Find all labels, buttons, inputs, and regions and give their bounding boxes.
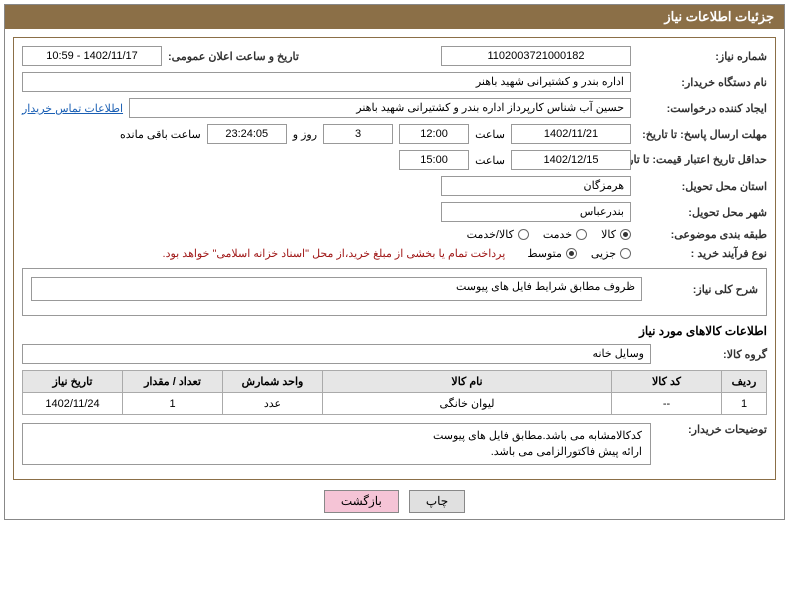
table-row: 1 -- لیوان خانگی عدد 1 1402/11/24: [23, 393, 767, 415]
hour-label-2: ساعت: [475, 154, 505, 167]
table-header-row: ردیف کد کالا نام کالا واحد شمارش تعداد /…: [23, 371, 767, 393]
buyer-org-label: نام دستگاه خریدار:: [637, 76, 767, 89]
buyer-contact-link[interactable]: اطلاعات تماس خریدار: [22, 102, 123, 115]
payment-note: پرداخت تمام یا بخشی از مبلغ خرید،از محل …: [163, 247, 506, 260]
announce-date-field: 1402/11/17 - 10:59: [22, 46, 162, 66]
back-button[interactable]: بازگشت: [324, 490, 399, 513]
reply-deadline-time-field: 12:00: [399, 124, 469, 144]
city-field: بندرعباس: [441, 202, 631, 222]
button-row: چاپ بازگشت: [5, 490, 784, 513]
radio-jozei-label: جزیی: [591, 247, 616, 260]
min-validity-label: حداقل تاریخ اعتبار قیمت: تا تاریخ:: [637, 154, 767, 167]
cell-date: 1402/11/24: [23, 393, 123, 415]
category-radio-group: کالا خدمت کالا/خدمت: [467, 228, 631, 241]
days-count-field: 3: [323, 124, 393, 144]
details-panel: شماره نیاز: 1102003721000182 تاریخ و ساع…: [13, 37, 776, 480]
announce-date-label: تاریخ و ساعت اعلان عمومی:: [168, 50, 299, 63]
cell-code: --: [612, 393, 722, 415]
requester-label: ایجاد کننده درخواست:: [637, 102, 767, 115]
th-unit: واحد شمارش: [223, 371, 323, 393]
radio-motavaset[interactable]: متوسط: [527, 247, 577, 260]
cell-qty: 1: [123, 393, 223, 415]
th-name: نام کالا: [323, 371, 612, 393]
min-validity-date-field: 1402/12/15: [511, 150, 631, 170]
buyer-org-field: اداره بندر و کشتیرانی شهید باهنر: [22, 72, 631, 92]
radio-khedmat-label: خدمت: [543, 228, 572, 241]
time-remaining-field: 23:24:05: [207, 124, 287, 144]
radio-kala[interactable]: کالا: [601, 228, 631, 241]
radio-jozei[interactable]: جزیی: [591, 247, 631, 260]
need-number-field: 1102003721000182: [441, 46, 631, 66]
buyer-notes-field: کدکالامشابه می باشد.مطابق فایل های پیوست…: [22, 423, 651, 465]
buyer-notes-label: توضیحات خریدار:: [657, 423, 767, 436]
desc-label: شرح کلی نیاز:: [648, 283, 758, 296]
purchase-radio-group: جزیی متوسط: [527, 247, 631, 260]
radio-kala-khedmat-label: کالا/خدمت: [467, 228, 514, 241]
remaining-label: ساعت باقی مانده: [120, 128, 201, 141]
th-code: کد کالا: [612, 371, 722, 393]
radio-khedmat-circle: [576, 229, 587, 240]
reply-deadline-label: مهلت ارسال پاسخ: تا تاریخ:: [637, 128, 767, 141]
days-and-label: روز و: [293, 128, 317, 141]
buyer-notes-line2: ارائه پیش فاکتورالزامی می باشد.: [31, 444, 642, 460]
min-validity-time-field: 15:00: [399, 150, 469, 170]
purchase-type-label: نوع فرآیند خرید :: [637, 247, 767, 260]
goods-table: ردیف کد کالا نام کالا واحد شمارش تعداد /…: [22, 370, 767, 415]
th-row: ردیف: [722, 371, 767, 393]
cell-name: لیوان خانگی: [323, 393, 612, 415]
group-label: گروه کالا:: [657, 348, 767, 361]
requester-field: حسین آب شناس کارپرداز اداره بندر و کشتیر…: [129, 98, 631, 118]
need-number-label: شماره نیاز:: [637, 50, 767, 63]
th-qty: تعداد / مقدار: [123, 371, 223, 393]
goods-section-title: اطلاعات کالاهای مورد نیاز: [22, 324, 767, 338]
category-label: طبقه بندی موضوعی:: [637, 228, 767, 241]
radio-khedmat[interactable]: خدمت: [543, 228, 587, 241]
buyer-notes-line1: کدکالامشابه می باشد.مطابق فایل های پیوست: [31, 428, 642, 444]
radio-kala-khedmat[interactable]: کالا/خدمت: [467, 228, 529, 241]
province-label: استان محل تحویل:: [637, 180, 767, 193]
th-date: تاریخ نیاز: [23, 371, 123, 393]
reply-deadline-date-field: 1402/11/21: [511, 124, 631, 144]
radio-motavaset-label: متوسط: [527, 247, 562, 260]
summary-subsection: شرح کلی نیاز: ظروف مطابق شرایط فایل های …: [22, 268, 767, 316]
radio-kala-khedmat-circle: [518, 229, 529, 240]
hour-label-1: ساعت: [475, 128, 505, 141]
city-label: شهر محل تحویل:: [637, 206, 767, 219]
cell-row: 1: [722, 393, 767, 415]
cell-unit: عدد: [223, 393, 323, 415]
desc-field: ظروف مطابق شرایط فایل های پیوست: [31, 277, 642, 301]
province-field: هرمزگان: [441, 176, 631, 196]
print-button[interactable]: چاپ: [409, 490, 465, 513]
group-field: وسایل خانه: [22, 344, 651, 364]
radio-kala-circle: [620, 229, 631, 240]
radio-jozei-circle: [620, 248, 631, 259]
radio-kala-label: کالا: [601, 228, 616, 241]
panel-header: جزئیات اطلاعات نیاز: [5, 5, 784, 29]
radio-motavaset-circle: [566, 248, 577, 259]
